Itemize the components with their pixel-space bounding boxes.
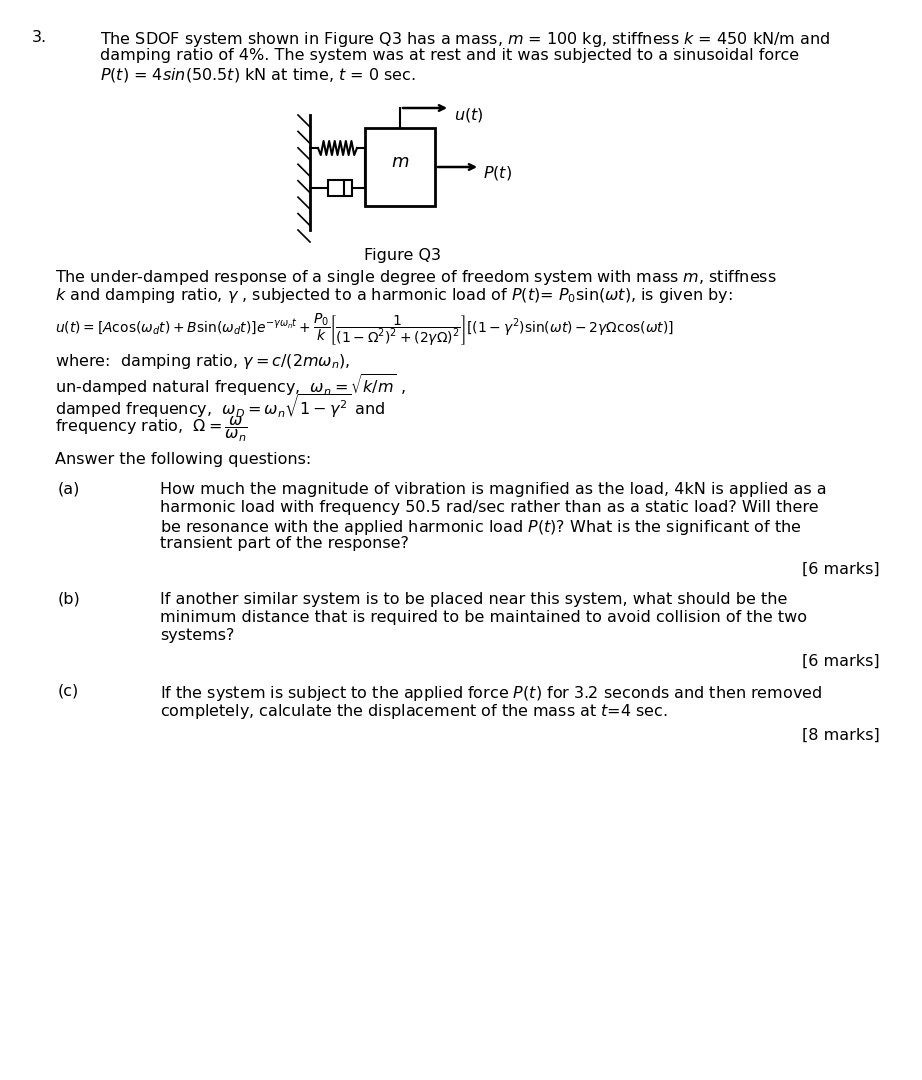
Text: [8 marks]: [8 marks] (802, 728, 880, 743)
Text: $k$ and damping ratio, $\gamma$ , subjected to a harmonic load of $P(t)$= $P_0$s: $k$ and damping ratio, $\gamma$ , subjec… (55, 286, 733, 305)
Text: How much the magnitude of vibration is magnified as the load, 4kN is applied as : How much the magnitude of vibration is m… (160, 482, 827, 497)
Text: Answer the following questions:: Answer the following questions: (55, 453, 312, 467)
Text: $m$: $m$ (391, 153, 409, 171)
Bar (365, 129, 435, 206)
Text: $u(t)$: $u(t)$ (454, 106, 483, 124)
Text: transient part of the response?: transient part of the response? (160, 536, 408, 551)
Text: un-damped natural frequency,  $\omega_n = \sqrt{k/m}$ ,: un-damped natural frequency, $\omega_n =… (55, 372, 406, 397)
Text: damping ratio of 4%. The system was at rest and it was subjected to a sinusoidal: damping ratio of 4%. The system was at r… (100, 48, 799, 63)
Text: Figure Q3: Figure Q3 (364, 248, 441, 264)
Text: harmonic load with frequency 50.5 rad/sec rather than as a static load? Will the: harmonic load with frequency 50.5 rad/se… (160, 500, 819, 515)
Text: (a): (a) (58, 482, 80, 497)
Text: $u(t) = [A\cos(\omega_d t) + B\sin(\omega_d t)]e^{-\gamma\omega_n t} + \dfrac{P_: $u(t) = [A\cos(\omega_d t) + B\sin(\omeg… (55, 312, 674, 349)
Text: The SDOF system shown in Figure Q3 has a mass, $m$ = 100 kg, stiffness $k$ = 450: The SDOF system shown in Figure Q3 has a… (100, 30, 830, 49)
Text: systems?: systems? (160, 627, 234, 643)
Text: $P(t)$: $P(t)$ (483, 164, 512, 183)
Text: frequency ratio,  $\Omega = \dfrac{\omega}{\omega_n}$: frequency ratio, $\Omega = \dfrac{\omega… (55, 414, 248, 444)
Text: If the system is subject to the applied force $P(t)$ for 3.2 seconds and then re: If the system is subject to the applied … (160, 684, 822, 703)
Text: (c): (c) (58, 684, 79, 699)
Text: The under-damped response of a single degree of freedom system with mass $m$, st: The under-damped response of a single de… (55, 268, 776, 287)
Bar (327, 180, 351, 195)
Text: (b): (b) (58, 592, 81, 607)
Text: If another similar system is to be placed near this system, what should be the: If another similar system is to be place… (160, 592, 787, 607)
Text: where:  damping ratio, $\gamma = c/(2m\omega_n)$,: where: damping ratio, $\gamma = c/(2m\om… (55, 352, 350, 372)
Text: [6 marks]: [6 marks] (802, 654, 880, 669)
Text: minimum distance that is required to be maintained to avoid collision of the two: minimum distance that is required to be … (160, 610, 807, 625)
Text: $P(t)$ = 4$sin$(50.5$t$) kN at time, $t$ = 0 sec.: $P(t)$ = 4$sin$(50.5$t$) kN at time, $t$… (100, 66, 416, 84)
Text: 3.: 3. (32, 30, 47, 45)
Text: damped frequency,  $\omega_D = \omega_n\sqrt{1 - \gamma^2}$ and: damped frequency, $\omega_D = \omega_n\s… (55, 392, 384, 420)
Text: be resonance with the applied harmonic load $P(t)$? What is the significant of t: be resonance with the applied harmonic l… (160, 518, 801, 537)
Text: completely, calculate the displacement of the mass at $t$=4 sec.: completely, calculate the displacement o… (160, 702, 668, 721)
Text: [6 marks]: [6 marks] (802, 562, 880, 577)
